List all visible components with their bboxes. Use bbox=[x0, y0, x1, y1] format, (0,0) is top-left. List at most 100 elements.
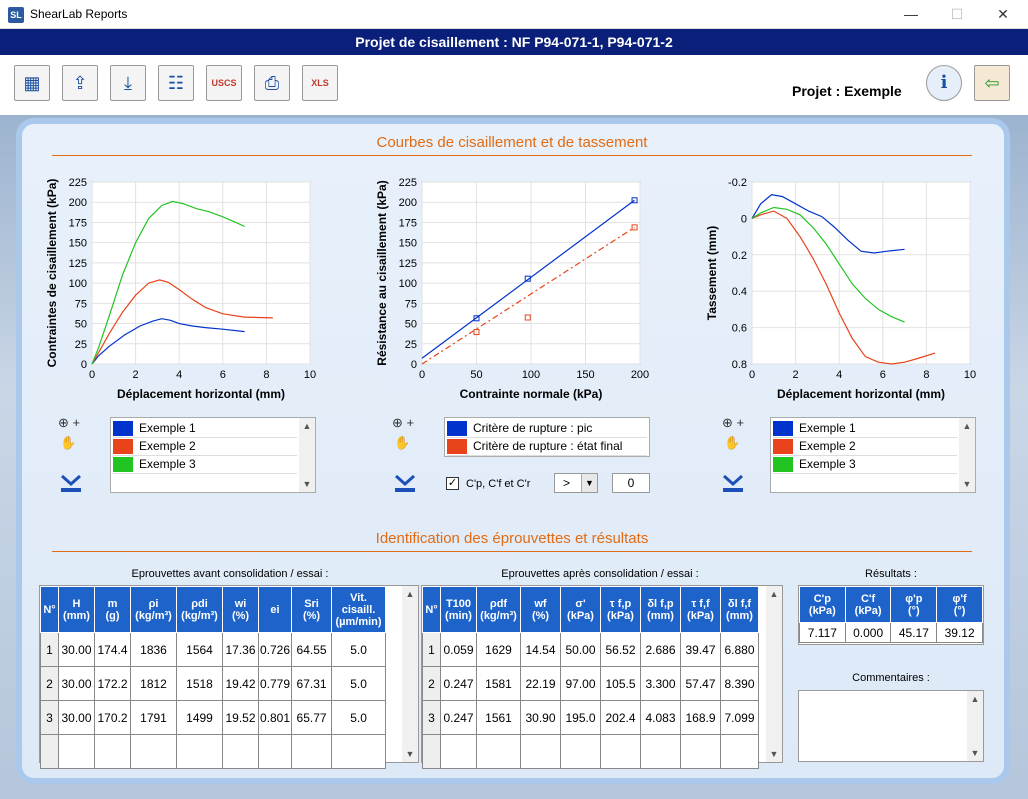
table-cell[interactable]: 2 bbox=[40, 666, 59, 701]
threshold-input[interactable]: 0 bbox=[612, 473, 650, 493]
table-cell[interactable]: 64.55 bbox=[291, 632, 333, 667]
scroll-up-icon[interactable]: ▲ bbox=[405, 589, 415, 599]
table-cell[interactable]: 5.0 bbox=[331, 632, 387, 667]
table-row[interactable]: 3 0.247 1561 30.90 195.0 202.4 4.083 168.9 7.099 bbox=[422, 700, 759, 735]
table-cell[interactable]: 17.36 bbox=[222, 632, 259, 667]
download-chevron-icon[interactable] bbox=[60, 474, 82, 494]
comparison-combo[interactable]: > ▼ bbox=[554, 473, 598, 493]
table-cell[interactable] bbox=[422, 734, 441, 769]
excel-export-button[interactable]: XLS bbox=[302, 65, 338, 101]
legend-item[interactable]: Exemple 2 bbox=[113, 438, 299, 455]
table-cell[interactable] bbox=[600, 734, 641, 769]
scroll-down-icon[interactable]: ▼ bbox=[962, 479, 972, 489]
table-cell[interactable] bbox=[222, 734, 259, 769]
table-cell[interactable] bbox=[476, 734, 521, 769]
legend-item[interactable]: Exemple 3 bbox=[113, 456, 299, 473]
table-cell[interactable]: 67.31 bbox=[291, 666, 333, 701]
pan-hand-icon[interactable]: ✋ bbox=[394, 435, 411, 450]
table-row[interactable]: 2 30.00 172.2 1812 1518 19.42 0.779 67.31 5.0 bbox=[40, 666, 387, 701]
table-cell[interactable]: 19.52 bbox=[222, 700, 259, 735]
table-cell[interactable] bbox=[520, 734, 561, 769]
column-header[interactable]: σ' (kPa) bbox=[560, 586, 601, 633]
scroll-down-icon[interactable]: ▼ bbox=[302, 479, 312, 489]
table-cell[interactable]: 0.726 bbox=[257, 632, 293, 667]
table-cell[interactable]: 1 bbox=[422, 632, 441, 667]
scroll-down-icon[interactable]: ▼ bbox=[970, 748, 980, 758]
table-cell[interactable]: 202.4 bbox=[600, 700, 641, 735]
legend-chart2[interactable]: Critère de rupture : pic Critère de ruptu… bbox=[444, 417, 650, 457]
table-cell[interactable]: 30.90 bbox=[520, 700, 561, 735]
chevron-down-icon[interactable]: ▼ bbox=[581, 474, 597, 492]
legend-item[interactable]: Critère de rupture : pic bbox=[447, 420, 633, 437]
table-cell[interactable] bbox=[720, 734, 759, 769]
download-chevron-icon[interactable] bbox=[722, 474, 744, 494]
table-cell[interactable] bbox=[257, 734, 293, 769]
pan-hand-icon[interactable]: ✋ bbox=[724, 435, 741, 450]
table-cell[interactable] bbox=[331, 734, 387, 769]
table-cell[interactable]: 195.0 bbox=[560, 700, 601, 735]
cp-cf-cr-checkbox[interactable]: ✓ bbox=[446, 477, 459, 490]
column-header[interactable]: T100 (min) bbox=[440, 586, 477, 633]
table-cell[interactable]: 8.390 bbox=[720, 666, 759, 701]
table-cell[interactable] bbox=[680, 734, 721, 769]
table-cell[interactable]: 1561 bbox=[476, 700, 521, 735]
column-header[interactable]: N° bbox=[40, 586, 59, 633]
table-scrollbar[interactable]: ▲ ▼ bbox=[766, 586, 782, 762]
table-cell[interactable]: 39.47 bbox=[680, 632, 721, 667]
table-cell[interactable]: 4.083 bbox=[640, 700, 681, 735]
table-cell[interactable]: 1812 bbox=[130, 666, 177, 701]
download-chevron-icon[interactable] bbox=[394, 474, 416, 494]
scroll-up-icon[interactable]: ▲ bbox=[970, 694, 980, 704]
table-cell[interactable] bbox=[640, 734, 681, 769]
table-cell[interactable]: 57.47 bbox=[680, 666, 721, 701]
column-header[interactable]: δl f,p (mm) bbox=[640, 586, 681, 633]
comments-textarea[interactable]: ▲ ▼ bbox=[798, 690, 984, 762]
table-cell[interactable]: 0.801 bbox=[257, 700, 293, 735]
table-cell[interactable]: 0.779 bbox=[257, 666, 293, 701]
legend-item[interactable]: Exemple 1 bbox=[773, 420, 959, 437]
table-row[interactable]: 1 30.00 174.4 1836 1564 17.36 0.726 64.55 5.0 bbox=[40, 632, 387, 667]
table-cell[interactable] bbox=[291, 734, 333, 769]
column-header[interactable]: δl f,f (mm) bbox=[720, 586, 759, 633]
column-header[interactable]: ρdi (kg/m³) bbox=[176, 586, 223, 633]
table-cell[interactable]: 19.42 bbox=[222, 666, 259, 701]
column-header[interactable]: m (g) bbox=[94, 586, 131, 633]
table-cell[interactable]: 3.300 bbox=[640, 666, 681, 701]
minimize-button[interactable]: — bbox=[904, 6, 918, 22]
table-cell[interactable]: 168.9 bbox=[680, 700, 721, 735]
comments-scrollbar[interactable]: ▲ ▼ bbox=[967, 691, 983, 761]
column-header[interactable]: ρdf (kg/m³) bbox=[476, 586, 521, 633]
info-button[interactable]: i bbox=[926, 65, 962, 101]
table-cell[interactable]: 5.0 bbox=[331, 700, 387, 735]
column-header[interactable]: ρi (kg/m³) bbox=[130, 586, 177, 633]
table-cell[interactable]: 30.00 bbox=[58, 700, 95, 735]
table-cell[interactable] bbox=[130, 734, 177, 769]
print-button[interactable]: ⎙ bbox=[254, 65, 290, 101]
table-row[interactable]: 1 0.059 1629 14.54 50.00 56.52 2.686 39.47 6.880 bbox=[422, 632, 759, 667]
table-cell[interactable]: 0.059 bbox=[440, 632, 477, 667]
column-header[interactable]: wf (%) bbox=[520, 586, 561, 633]
after-consolidation-table[interactable]: N° T100 (min) ρdf (kg/m³) wf (%) σ' (kPa) τ f… bbox=[421, 585, 783, 769]
table-cell[interactable]: 172.2 bbox=[94, 666, 131, 701]
table-cell[interactable]: 1 bbox=[40, 632, 59, 667]
legend-item[interactable]: Exemple 1 bbox=[113, 420, 299, 437]
table-cell[interactable] bbox=[40, 734, 59, 769]
table-cell[interactable]: 105.5 bbox=[600, 666, 641, 701]
column-header[interactable]: N° bbox=[422, 586, 441, 633]
column-header[interactable]: τ f,p (kPa) bbox=[600, 586, 641, 633]
close-button[interactable]: ✕ bbox=[997, 6, 1009, 22]
scroll-up-icon[interactable]: ▲ bbox=[962, 421, 972, 431]
table-cell[interactable]: 174.4 bbox=[94, 632, 131, 667]
table-cell[interactable]: 1564 bbox=[176, 632, 223, 667]
table-cell[interactable]: 14.54 bbox=[520, 632, 561, 667]
classification-button[interactable]: USCS bbox=[206, 65, 242, 101]
table-cell[interactable]: 0.247 bbox=[440, 666, 477, 701]
table-cell[interactable] bbox=[176, 734, 223, 769]
column-header[interactable]: Sri (%) bbox=[291, 586, 333, 633]
zoom-icon[interactable]: ⊕ + bbox=[722, 415, 745, 430]
legend-chart1[interactable]: Exemple 1 Exemple 2 Exemple 3 ▲ ▼ bbox=[110, 417, 316, 493]
table-scrollbar[interactable]: ▲ ▼ bbox=[402, 586, 418, 762]
column-header[interactable]: ei bbox=[257, 586, 293, 633]
table-cell[interactable]: 1499 bbox=[176, 700, 223, 735]
table-cell[interactable]: 22.19 bbox=[520, 666, 561, 701]
